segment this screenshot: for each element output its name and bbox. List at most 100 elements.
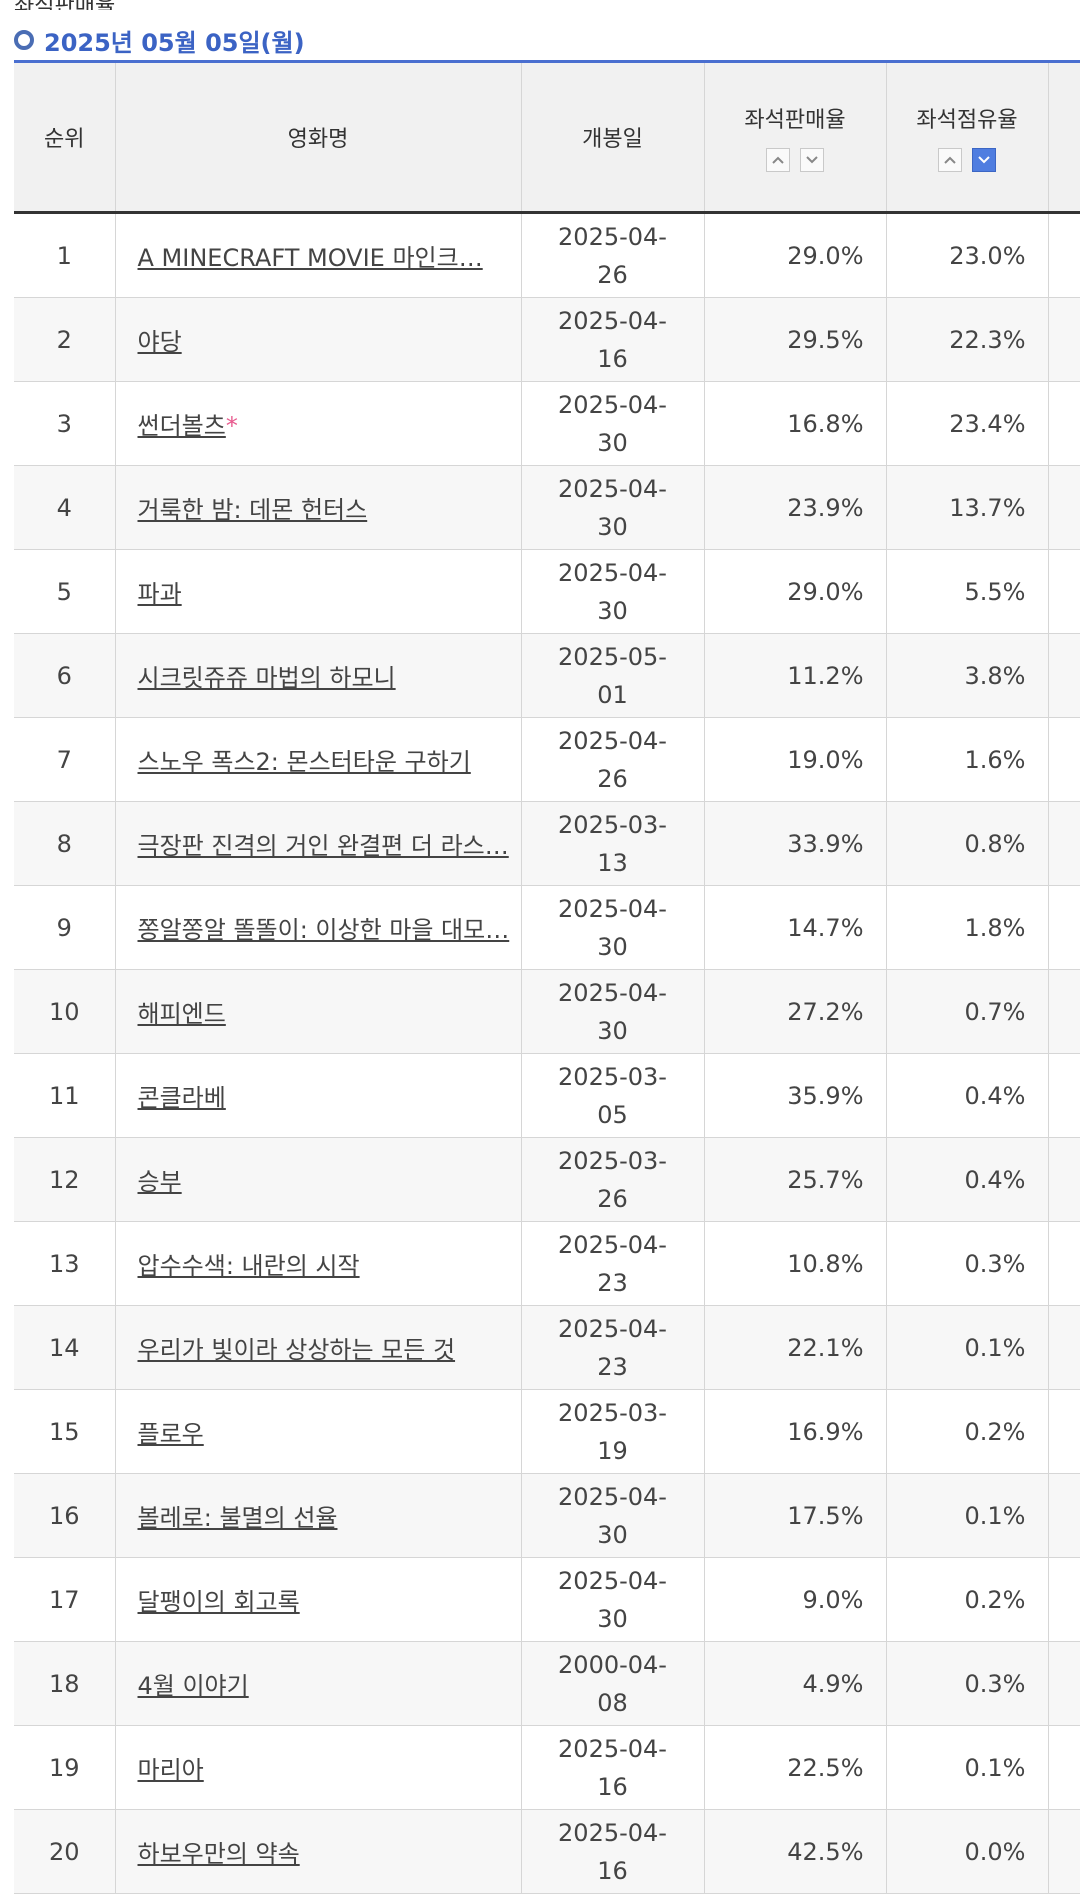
seat-sales-cell: 16.8% <box>704 381 887 466</box>
title-cell: 마리아 <box>115 1725 522 1810</box>
extra-cell <box>1048 1137 1080 1222</box>
seat-sales-cell: 25.7% <box>704 1137 887 1222</box>
movie-title-link[interactable]: 파과 <box>138 580 182 608</box>
movie-title: 썬더볼츠 <box>137 412 226 440</box>
title-cell: 승부 <box>115 1137 522 1222</box>
rank-cell: 2 <box>14 297 116 382</box>
sort-descending-button-active[interactable] <box>972 148 996 172</box>
movie-title-link[interactable]: A MINECRAFT MOVIE 마인크… <box>138 244 483 272</box>
seat-share-cell: 0.0% <box>886 1809 1049 1894</box>
rank-cell: 7 <box>14 717 116 802</box>
seat-sales-cell: 10.8% <box>704 1221 887 1306</box>
title-cell: 해피엔드 <box>115 969 522 1054</box>
extra-cell <box>1048 1389 1080 1474</box>
movie-title-link[interactable]: 마리아 <box>138 1756 204 1784</box>
seat-sales-cell: 27.2% <box>704 969 887 1054</box>
extra-cell <box>1048 1641 1080 1726</box>
rank-cell: 13 <box>14 1221 116 1306</box>
seat-share-cell: 0.2% <box>886 1557 1049 1642</box>
movie-title-link[interactable]: 야당 <box>138 328 182 356</box>
movie-title-link[interactable]: 하보우만의 약속 <box>138 1840 300 1868</box>
title-cell: 극장판 진격의 거인 완결편 더 라스… <box>115 801 522 886</box>
circle-bullet-icon <box>14 30 34 50</box>
seat-share-cell: 23.0% <box>886 212 1049 298</box>
extra-cell <box>1048 1305 1080 1390</box>
table-row: 11 콘클라베 2025-03-05 35.9% 0.4% <box>14 1053 1080 1138</box>
header-seat-sales-label: 좌석판매율 <box>744 108 846 133</box>
seat-sales-cell: 17.5% <box>704 1473 887 1558</box>
movie-title-link[interactable]: 극장판 진격의 거인 완결편 더 라스… <box>138 832 509 860</box>
movie-title-link[interactable]: 거룩한 밤: 데몬 헌터스 <box>138 496 368 524</box>
extra-cell <box>1048 381 1080 466</box>
chevron-up-icon <box>772 156 784 164</box>
sort-descending-button[interactable] <box>800 148 824 172</box>
release-date-cell: 2025-04-16 <box>521 1809 705 1894</box>
seat-share-cell: 0.1% <box>886 1473 1049 1558</box>
movie-title-link[interactable]: 압수수색: 내란의 시작 <box>138 1252 360 1280</box>
table-row: 4 거룩한 밤: 데몬 헌터스 2025-04-30 23.9% 13.7% <box>14 465 1080 550</box>
title-cell: 압수수색: 내란의 시작 <box>115 1221 522 1306</box>
title-cell: 시크릿쥬쥬 마법의 하모니 <box>115 633 522 718</box>
header-seat-share: 좌석점유율 <box>886 63 1049 214</box>
extra-cell <box>1048 1473 1080 1558</box>
extra-cell <box>1048 549 1080 634</box>
release-date-cell: 2025-03-05 <box>521 1053 705 1138</box>
movie-title: 시크릿쥬쥬 마법의 하모니 <box>137 664 396 692</box>
rank-cell: 8 <box>14 801 116 886</box>
table-row: 20 하보우만의 약속 2025-04-16 42.5% 0.0% <box>14 1809 1080 1894</box>
release-date-cell: 2025-04-30 <box>521 465 705 550</box>
movie-title-link[interactable]: 우리가 빛이라 상상하는 모든 것 <box>138 1336 456 1364</box>
rank-cell: 19 <box>14 1725 116 1810</box>
seat-share-cell: 0.4% <box>886 1053 1049 1138</box>
movie-title-link[interactable]: 플로우 <box>138 1420 204 1448</box>
rank-cell: 1 <box>14 212 116 298</box>
movie-title-link[interactable]: 쫑알쫑알 똘똘이: 이상한 마을 대모… <box>138 916 510 944</box>
release-date-cell: 2025-03-26 <box>521 1137 705 1222</box>
seat-sales-cell: 19.0% <box>704 717 887 802</box>
table-row: 17 달팽이의 회고록 2025-04-30 9.0% 0.2% <box>14 1557 1080 1642</box>
release-date-cell: 2025-04-26 <box>521 717 705 802</box>
movie-title: 마리아 <box>137 1756 204 1784</box>
movie-title-link[interactable]: 달팽이의 회고록 <box>138 1588 300 1616</box>
movie-title-link[interactable]: 4월 이야기 <box>138 1672 249 1700</box>
rank-cell: 4 <box>14 465 116 550</box>
release-date-cell: 2025-04-23 <box>521 1221 705 1306</box>
seat-sales-sort <box>705 148 886 172</box>
header-title: 영화명 <box>115 63 522 214</box>
release-date-cell: 2025-03-19 <box>521 1389 705 1474</box>
seat-share-cell: 0.8% <box>886 801 1049 886</box>
extra-cell <box>1048 1725 1080 1810</box>
movie-title-link[interactable]: 볼레로: 불멸의 선율 <box>138 1504 338 1532</box>
table-row: 3 썬더볼츠* 2025-04-30 16.8% 23.4% <box>14 381 1080 466</box>
sort-ascending-button[interactable] <box>766 148 790 172</box>
movie-title-link[interactable]: 썬더볼츠 <box>138 412 226 440</box>
release-date-cell: 2025-04-30 <box>521 1473 705 1558</box>
movie-title: 스노우 폭스2: 몬스터타운 구하기 <box>137 748 471 776</box>
seat-share-cell: 0.7% <box>886 969 1049 1054</box>
table-row: 14 우리가 빛이라 상상하는 모든 것 2025-04-23 22.1% 0.1% <box>14 1305 1080 1390</box>
sort-ascending-button[interactable] <box>938 148 962 172</box>
date-heading: 2025년 05월 05일(월) <box>14 20 305 60</box>
movie-title-link[interactable]: 시크릿쥬쥬 마법의 하모니 <box>138 664 396 692</box>
page-title-cut: 좌석판매율 <box>0 0 1080 10</box>
extra-cell <box>1048 212 1080 298</box>
movie-title: 쫑알쫑알 똘똘이: 이상한 마을 대모… <box>137 916 510 944</box>
rank-cell: 20 <box>14 1809 116 1894</box>
header-rank: 순위 <box>14 63 116 214</box>
table-row: 5 파과 2025-04-30 29.0% 5.5% <box>14 549 1080 634</box>
extra-cell <box>1048 1053 1080 1138</box>
movie-title-link[interactable]: 스노우 폭스2: 몬스터타운 구하기 <box>138 748 471 776</box>
rank-cell: 5 <box>14 549 116 634</box>
movie-title: 우리가 빛이라 상상하는 모든 것 <box>137 1336 456 1364</box>
movie-title-link[interactable]: 해피엔드 <box>138 1000 226 1028</box>
header-release: 개봉일 <box>521 63 705 214</box>
seat-sales-cell: 16.9% <box>704 1389 887 1474</box>
seat-sales-cell: 35.9% <box>704 1053 887 1138</box>
movie-title: 해피엔드 <box>137 1000 226 1028</box>
movie-title-link[interactable]: 콘클라베 <box>138 1084 226 1112</box>
seat-sales-cell: 29.0% <box>704 212 887 298</box>
movie-title-link[interactable]: 승부 <box>138 1168 182 1196</box>
release-date-cell: 2025-04-30 <box>521 381 705 466</box>
seat-sales-cell: 14.7% <box>704 885 887 970</box>
seat-sales-cell: 22.5% <box>704 1725 887 1810</box>
